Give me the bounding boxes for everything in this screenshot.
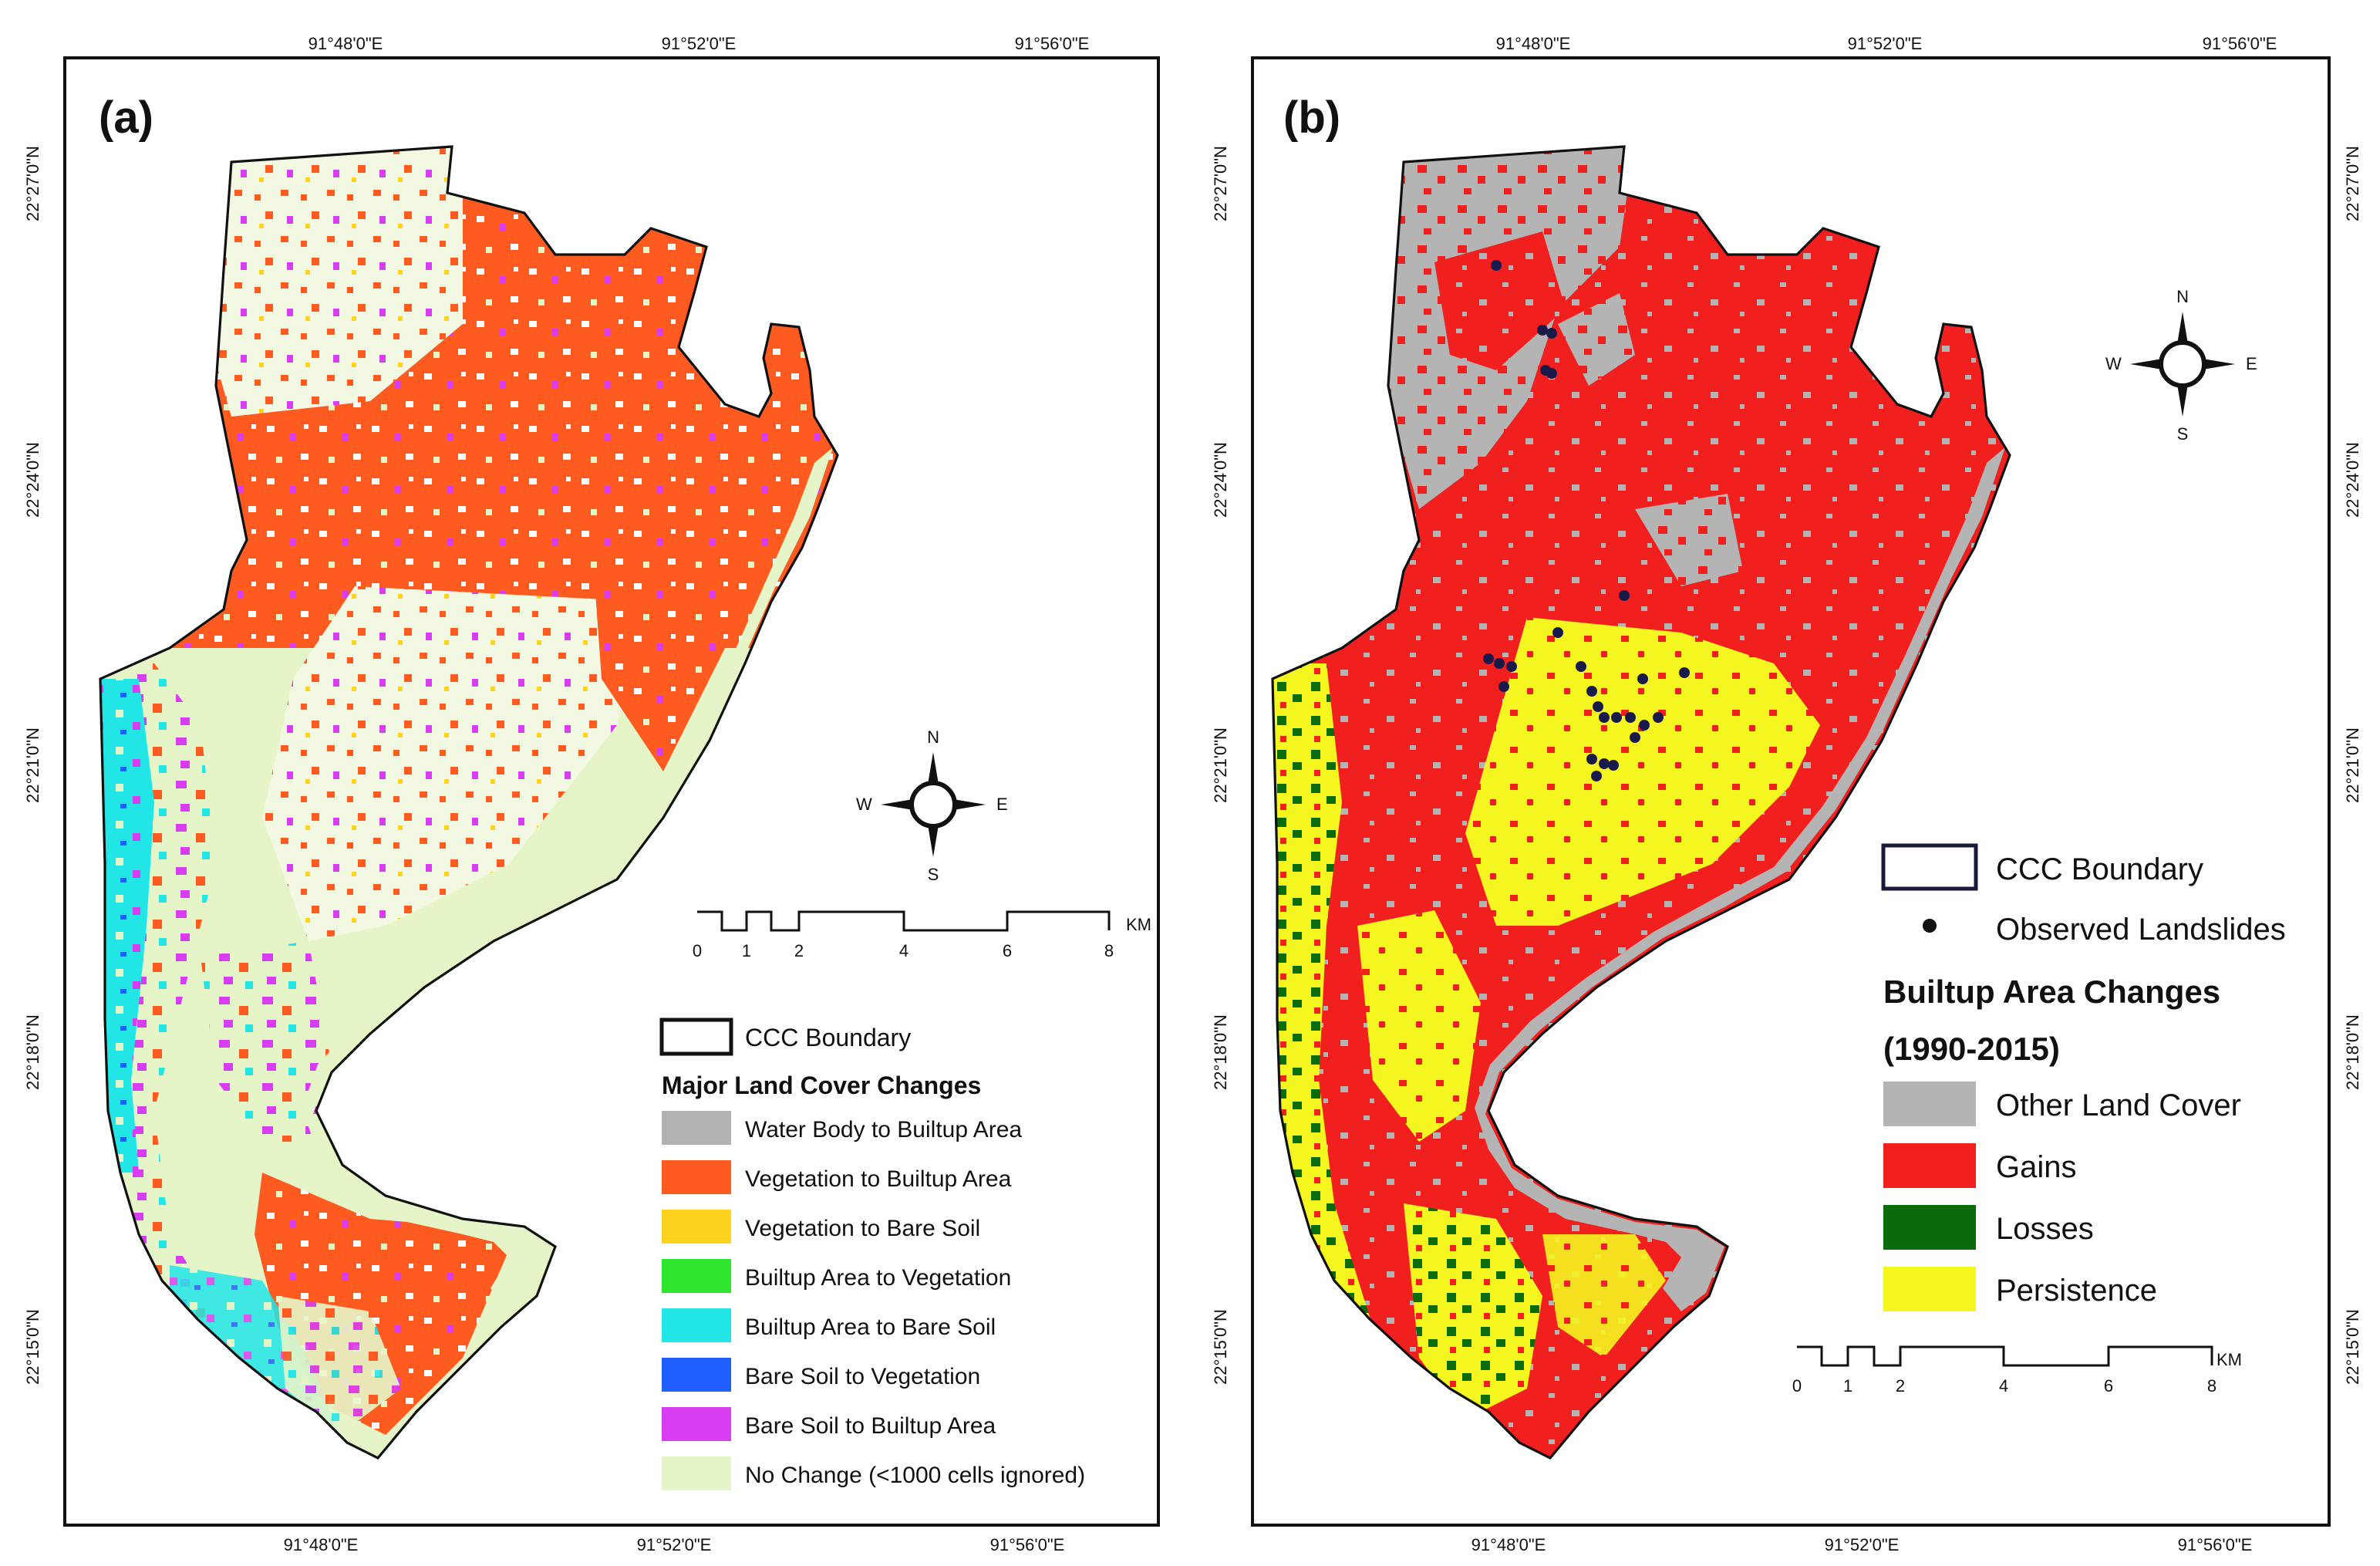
lat-tick-left-4: 22°18'0"N	[1211, 1014, 1230, 1090]
lat-tick-right-5: 22°15'0"N	[2343, 1309, 2362, 1385]
scale-a-8: 8	[1104, 941, 1114, 960]
compass-a-e: E	[996, 795, 1008, 814]
lat-tick-left-2: 22°24'0"N	[1211, 442, 1230, 518]
lon-tick-bottom-2: 91°52'0"E	[637, 1535, 712, 1554]
legend-a-boundary-swatch	[659, 1018, 733, 1056]
legend-a-item-label-6: Bare Soil to Builtup Area	[745, 1413, 996, 1439]
legend-a-item-label-4: Builtup Area to Bare Soil	[745, 1315, 996, 1340]
lat-tick-left-5: 22°15'0"N	[1211, 1309, 1230, 1385]
legend-b-item-swatch-3	[1883, 1267, 1976, 1311]
scale-a-4: 4	[899, 941, 909, 960]
lon-tick-bottom-1: 91°48'0"E	[284, 1535, 359, 1554]
scale-bar-b: 0 1 2 4 6 8 KM	[1792, 1345, 2242, 1396]
lon-tick-top-3: 91°56'0"E	[1015, 34, 1090, 53]
panel-a-frame	[63, 56, 1160, 1527]
scale-b-6: 6	[2104, 1376, 2113, 1396]
lat-tick-right-4: 22°18'0"N	[2343, 1014, 2362, 1090]
legend-b-title-2: (1990-2015)	[1883, 1031, 2060, 1067]
legend-a-item-label-3: Builtup Area to Vegetation	[745, 1265, 1011, 1291]
scale-b-8: 8	[2207, 1376, 2217, 1396]
compass-b: N S E W	[2105, 287, 2257, 444]
legend-b-item-label-0: Other Land Cover	[1996, 1088, 2241, 1122]
lat-tick-left-3: 22°21'0"N	[1211, 727, 1230, 803]
legend-a-item-label-2: Vegetation to Bare Soil	[745, 1216, 980, 1241]
scale-b-1: 1	[1843, 1376, 1852, 1396]
panel-b-label: (b)	[1283, 93, 1340, 143]
scale-b-0: 0	[1792, 1376, 1802, 1396]
scale-a-2: 2	[794, 941, 804, 960]
lon-tick-top-2: 91°52'0"E	[662, 34, 737, 53]
scale-a-6: 6	[1003, 941, 1012, 960]
lat-tick-right-3: 22°21'0"N	[2343, 727, 2362, 803]
legend-b-landslide-dot	[1923, 919, 1937, 933]
lat-tick-right-2: 22°24'0"N	[2343, 442, 2362, 518]
lon-tick-top-1: 91°48'0"E	[308, 34, 383, 53]
compass-a-n: N	[927, 727, 939, 747]
panel-b-frame	[1251, 56, 2331, 1527]
lon-tick-bottom-3: 91°56'0"E	[990, 1535, 1065, 1554]
legend-b-title-1: Builtup Area Changes	[1883, 974, 2220, 1010]
lat-tick-1: 22°27'0"N	[23, 146, 42, 221]
panel-b: 91°48'0"E 91°52'0"E 91°56'0"E 91°48'0"E …	[1211, 34, 2362, 1554]
scale-bar-a: 0 1 2 4 6 8 KM	[693, 910, 1151, 960]
legend-b-item-swatch-1	[1883, 1143, 1976, 1188]
lat-tick-right-1: 22°27'0"N	[2343, 146, 2362, 221]
panel-a-label: (a)	[99, 93, 153, 143]
lat-tick-left-1: 22°27'0"N	[1211, 146, 1230, 221]
panel-a: 91°48'0"E 91°52'0"E 91°56'0"E 91°48'0"E …	[23, 34, 1160, 1554]
lon-tick-bottom-3: 91°56'0"E	[2178, 1535, 2253, 1554]
lat-tick-4: 22°18'0"N	[23, 1014, 42, 1090]
compass-b-n: N	[2176, 287, 2189, 306]
legend-a-item-swatch-1	[662, 1160, 731, 1194]
legend-a-item-swatch-7	[662, 1456, 731, 1490]
lon-tick-top-1: 91°48'0"E	[1496, 34, 1571, 53]
legend-a-boundary-label: CCC Boundary	[745, 1024, 911, 1051]
legend-b-boundary-swatch	[1881, 843, 1978, 891]
panel-a-map	[99, 145, 839, 1460]
compass-a-s: S	[928, 865, 939, 884]
legend-b-item-swatch-0	[1883, 1082, 1976, 1126]
compass-a: N S E W	[856, 727, 1008, 884]
legend-a-item-swatch-6	[662, 1407, 731, 1441]
legend-a-item-swatch-2	[662, 1210, 731, 1244]
legend-b-item-swatch-2	[1883, 1205, 1976, 1250]
legend-b-item-label-3: Persistence	[1996, 1274, 2157, 1308]
legend-a-item-label-0: Water Body to Builtup Area	[745, 1117, 1022, 1142]
lat-tick-5: 22°15'0"N	[23, 1309, 42, 1385]
legend-a-item-swatch-0	[662, 1111, 731, 1145]
legend-b: CCC Boundary Observed Landslides Builtup…	[1881, 843, 2286, 1311]
legend-a-item-swatch-5	[662, 1358, 731, 1392]
scale-a-unit: KM	[1126, 915, 1151, 934]
lon-tick-top-3: 91°56'0"E	[2203, 34, 2277, 53]
compass-b-w: W	[2105, 354, 2122, 373]
lat-tick-3: 22°21'0"N	[23, 727, 42, 803]
legend-b-boundary-label: CCC Boundary	[1996, 852, 2203, 886]
legend-a-title: Major Land Cover Changes	[662, 1072, 981, 1099]
lat-tick-2: 22°24'0"N	[23, 442, 42, 518]
lon-tick-top-2: 91°52'0"E	[1848, 34, 1923, 53]
legend-a-item-label-1: Vegetation to Builtup Area	[745, 1166, 1012, 1192]
scale-a-1: 1	[742, 941, 751, 960]
scale-b-4: 4	[1999, 1376, 2008, 1396]
legend-a-item-label-5: Bare Soil to Vegetation	[745, 1364, 980, 1389]
scale-b-2: 2	[1896, 1376, 1905, 1396]
legend-a-item-swatch-3	[662, 1259, 731, 1293]
scale-b-unit: KM	[2217, 1350, 2242, 1369]
compass-b-e: E	[2246, 354, 2257, 373]
compass-b-s: S	[2177, 424, 2189, 444]
legend-a: CCC Boundary Major Land Cover Changes Wa…	[659, 1018, 1085, 1490]
legend-a-item-label-7: No Change (<1000 cells ignored)	[745, 1463, 1085, 1488]
legend-b-item-label-1: Gains	[1996, 1150, 2077, 1184]
lon-tick-bottom-1: 91°48'0"E	[1471, 1535, 1546, 1554]
observed-landslides	[1483, 260, 1690, 781]
scale-a-0: 0	[693, 941, 702, 960]
legend-b-item-label-2: Losses	[1996, 1212, 2094, 1246]
legend-b-landslides-label: Observed Landslides	[1996, 913, 2286, 947]
lon-tick-bottom-2: 91°52'0"E	[1825, 1535, 1900, 1554]
legend-a-item-swatch-4	[662, 1308, 731, 1342]
compass-a-w: W	[856, 795, 872, 814]
